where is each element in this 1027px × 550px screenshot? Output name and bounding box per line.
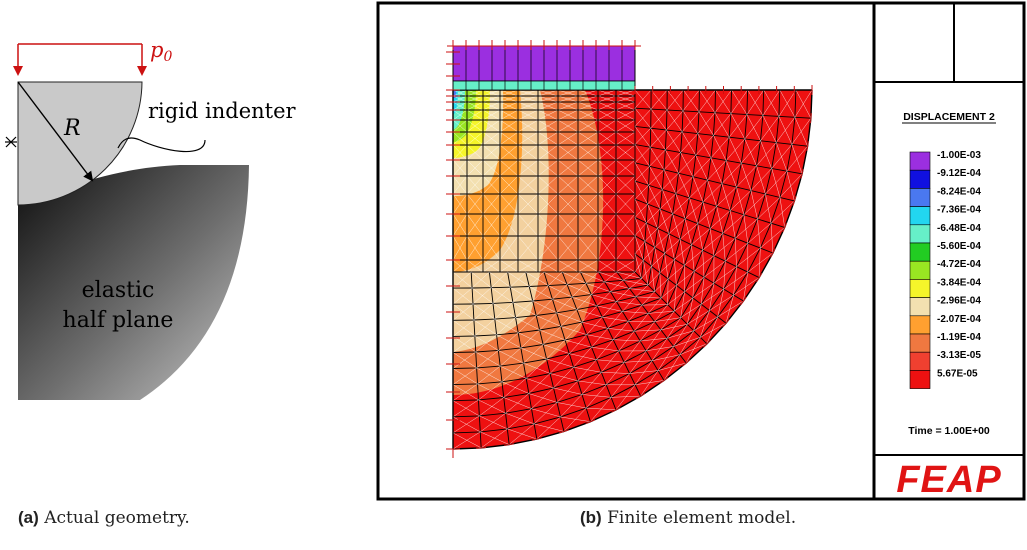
- caption-b-text: Finite element model.: [607, 508, 797, 528]
- radius-arrow: [17, 81, 94, 182]
- legend-swatch: [909, 206, 931, 226]
- feap-logo: FEAP: [896, 459, 1001, 501]
- legend-swatch: [909, 169, 931, 189]
- half-plane-label-line1: elastic: [82, 278, 155, 303]
- legend-value: -4.72E-04: [937, 259, 981, 270]
- legend-swatch: [909, 333, 931, 353]
- indenter-mesh: [452, 45, 636, 91]
- caption-a-text: Actual geometry.: [44, 508, 190, 528]
- load-bracket: [13, 43, 147, 76]
- caption-b: (b) Finite element model.: [580, 508, 796, 528]
- legend-swatch: [909, 188, 931, 207]
- legend-value: -3.84E-04: [937, 277, 981, 288]
- legend-title: DISPLACEMENT 2: [903, 111, 995, 123]
- caption-b-tag: (b): [580, 508, 602, 527]
- legend-value: -6.48E-04: [937, 223, 981, 234]
- legend-value: -7.36E-04: [937, 205, 981, 216]
- indenter-leader-line: [117, 137, 206, 153]
- legend-value: -8.24E-04: [937, 186, 981, 197]
- legend-value: -1.19E-04: [937, 332, 981, 343]
- half-plane-label-line2: half plane: [63, 308, 174, 333]
- load-label: p0: [150, 38, 172, 65]
- panel-b: DISPLACEMENT 2 -1.00E-03 -9.12E-04 -8.24E-…: [376, 1, 1026, 501]
- legend-swatch: [909, 242, 931, 262]
- rigid-indenter: [17, 81, 143, 206]
- legend-swatch: [909, 315, 931, 335]
- indenter-label: rigid indenter: [148, 99, 297, 123]
- time-label: Time = 1.00E+00: [908, 425, 990, 437]
- radius-label: R: [63, 116, 81, 141]
- symmetry-support-icon: [5, 136, 17, 148]
- legend-value: -1.00E-03: [937, 150, 981, 161]
- legend-value: -2.96E-04: [937, 296, 981, 307]
- legend-swatch: [909, 260, 931, 280]
- legend-swatch: [909, 297, 931, 317]
- legend-swatch: [909, 224, 931, 244]
- boundary-markers: [446, 40, 813, 458]
- fe-mesh: [452, 89, 813, 450]
- elastic-half-plane: [18, 165, 249, 400]
- color-legend: -1.00E-03 -9.12E-04 -8.24E-04 -7.36E-04 -6.4…: [909, 150, 981, 389]
- panel-a: p0 R rigid indenter elastic half plane: [5, 38, 297, 400]
- legend-swatch: [909, 151, 931, 171]
- caption-a: (a) Actual geometry.: [18, 508, 190, 528]
- legend-value: -2.07E-04: [937, 314, 981, 325]
- legend-value: -9.12E-04: [937, 168, 981, 179]
- legend-value: -3.13E-05: [937, 350, 981, 361]
- legend-swatch: [909, 279, 931, 298]
- legend-swatch: [909, 351, 931, 371]
- legend-value: -5.60E-04: [937, 241, 981, 252]
- legend-swatch: [909, 370, 931, 389]
- caption-a-tag: (a): [18, 508, 39, 527]
- legend-value: 5.67E-05: [937, 368, 978, 379]
